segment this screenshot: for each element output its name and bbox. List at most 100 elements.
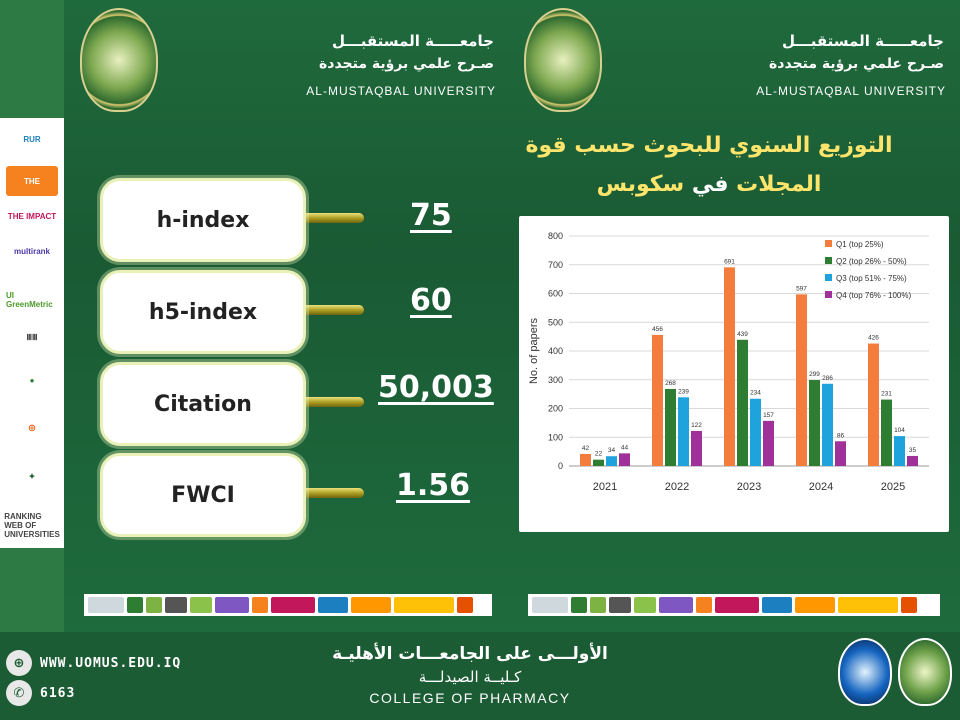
bar <box>907 455 918 466</box>
sdg-logo <box>457 597 473 613</box>
bar <box>652 334 663 466</box>
the-logo <box>252 597 268 613</box>
webometrics-logo <box>88 597 124 613</box>
x-tick-label: 2024 <box>809 481 833 493</box>
university-crest-left <box>80 8 158 112</box>
the-impact-logo <box>271 597 315 613</box>
arab-universities-logo <box>571 597 587 613</box>
the-logo: THE <box>6 166 58 196</box>
university-slogan-ar-right: صـرح علمي برؤية متجددة <box>769 56 944 72</box>
bar <box>809 380 820 466</box>
footer-college-en: COLLEGE OF PHARMACY <box>369 690 571 706</box>
phone-icon: ✆ <box>6 680 32 706</box>
footer-bar: ⊕ WWW.UOMUS.EDU.IQ ✆ 6163 الأولـــى على … <box>0 632 960 720</box>
bar-value-label: 439 <box>737 331 748 338</box>
legend-label: Q2 (top 26% - 50%) <box>836 257 907 266</box>
ui-greenmetric-logo <box>190 597 212 613</box>
y-tick-label: 100 <box>548 432 563 442</box>
round-university-logo <box>795 597 835 613</box>
qs-columns-logo <box>609 597 631 613</box>
x-tick-label: 2022 <box>665 481 689 493</box>
y-tick-label: 400 <box>548 346 563 356</box>
university-name-en-left: AL-MUSTAQBAL UNIVERSITY <box>306 84 496 98</box>
y-tick-label: 300 <box>548 375 563 385</box>
y-tick-label: 700 <box>548 260 563 270</box>
the-impact-logo <box>715 597 759 613</box>
bar-value-label: 86 <box>837 432 845 439</box>
chart-title-word-scopus: سكوبس <box>596 172 685 197</box>
world-university-rankings-logo <box>838 597 898 613</box>
ui-greenmetric-logo <box>634 597 656 613</box>
bar <box>894 436 905 466</box>
bar-value-label: 456 <box>652 326 663 333</box>
bar <box>796 294 807 466</box>
bar <box>881 399 892 466</box>
sidebar-bottom-band <box>0 548 64 640</box>
metric-value-citation: 50,003 <box>378 370 494 405</box>
metric-label-citation: Citation <box>100 362 306 446</box>
university-name-ar-right: جامعـــــة المستقبـــل <box>781 32 944 50</box>
bar-value-label: 426 <box>868 335 879 342</box>
arab-ranking-logo: ● <box>6 364 58 396</box>
university-name-ar-left: جامعـــــة المستقبـــل <box>331 32 494 50</box>
y-tick-label: 0 <box>558 461 563 471</box>
bar-value-label: 597 <box>796 285 807 292</box>
sidebar-top-band <box>0 0 64 118</box>
ui-greenmetric-logo: UI GreenMetric <box>6 282 58 318</box>
bar-value-label: 104 <box>894 427 905 434</box>
y-tick-label: 200 <box>548 404 563 414</box>
rur-logo: RUR <box>6 122 58 156</box>
bar <box>619 453 630 466</box>
the-impact-logo: THE IMPACT <box>6 202 58 230</box>
rur-logo <box>318 597 348 613</box>
chart-title-word-in: في <box>684 172 737 197</box>
qs-columns-logo <box>165 597 187 613</box>
quartile-chart-panel: 0 100 200 300 400 500 600 700 800 No. of papers 42… <box>519 216 949 532</box>
footer-website[interactable]: WWW.UOMUS.EDU.IQ <box>40 656 182 671</box>
legend-swatch <box>825 274 832 281</box>
arab-universities-logo: ✦ <box>6 456 58 496</box>
footer-phone: 6163 <box>40 686 76 701</box>
bar-value-label: 42 <box>582 445 590 452</box>
sdg-logo <box>901 597 917 613</box>
bar-value-label: 239 <box>678 388 689 395</box>
bar <box>868 343 879 466</box>
bar <box>606 456 617 466</box>
metric-label-h5-index: h5-index <box>100 270 306 354</box>
bar-value-label: 22 <box>595 451 603 458</box>
qs-columns-logo: ⅢⅢ <box>6 322 58 352</box>
university-slogan-ar-left: صـرح علمي برؤية متجددة <box>319 56 494 72</box>
bar-value-label: 691 <box>724 258 735 265</box>
main-panel: جامعـــــة المستقبـــل صـرح علمي برؤية م… <box>64 0 960 632</box>
bar-value-label: 44 <box>621 444 629 451</box>
legend-label: Q1 (top 25%) <box>836 240 884 249</box>
bar-value-label: 231 <box>881 391 892 398</box>
metric-value-fwci: 1.56 <box>396 468 471 503</box>
bar-value-label: 157 <box>763 412 774 419</box>
bar <box>593 459 604 466</box>
bar-value-label: 299 <box>809 371 820 378</box>
bar-value-label: 122 <box>691 422 702 429</box>
bar-value-label: 268 <box>665 380 676 387</box>
sdg-logo: ◎ <box>6 410 58 444</box>
university-name-en-right: AL-MUSTAQBAL UNIVERSITY <box>756 84 946 98</box>
arab-ranking-logo <box>590 597 606 613</box>
college-crest <box>838 638 892 706</box>
arab-universities-logo <box>127 597 143 613</box>
metric-label-h-index: h-index <box>100 178 306 262</box>
bar <box>737 339 748 466</box>
legend-swatch <box>825 291 832 298</box>
university-crest-right <box>524 8 602 112</box>
arab-ranking-logo <box>146 597 162 613</box>
webometrics-logo <box>532 597 568 613</box>
bar <box>724 267 735 466</box>
legend-label: Q4 (top 76% - 100%) <box>836 291 911 300</box>
chart-title-line1: التوزيع السنوي للبحوث حسب قوة <box>525 133 893 158</box>
globe-icon: ⊕ <box>6 650 32 676</box>
partner-logos-strip-right <box>528 594 940 616</box>
legend-swatch <box>825 257 832 264</box>
legend-swatch <box>825 240 832 247</box>
y-axis-label: No. of papers <box>528 317 540 384</box>
rur-logo <box>762 597 792 613</box>
bar-value-label: 234 <box>750 390 761 397</box>
